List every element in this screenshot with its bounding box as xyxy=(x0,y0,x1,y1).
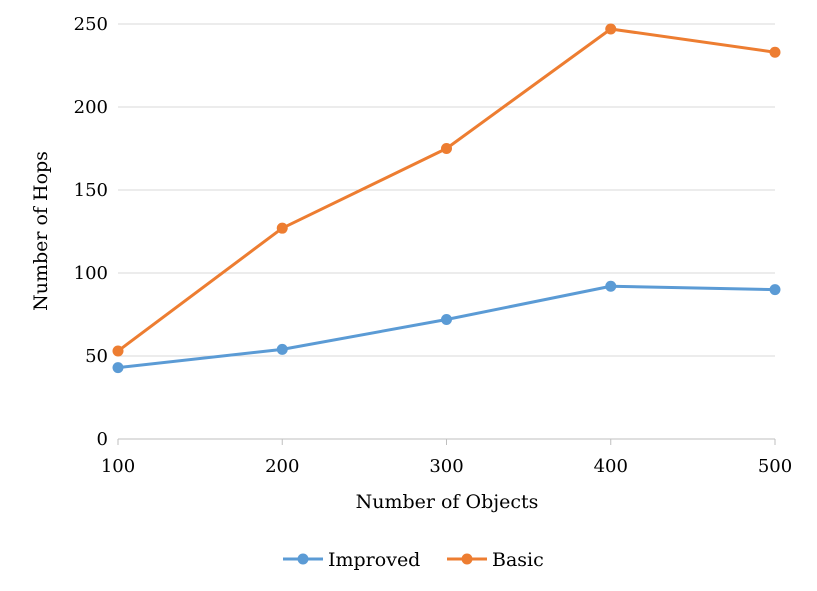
y-tick-label: 150 xyxy=(74,180,108,201)
data-point-improved xyxy=(605,280,617,292)
x-axis-title: Number of Objects xyxy=(356,491,539,513)
legend-label-basic: Basic xyxy=(492,549,544,571)
x-axis xyxy=(117,438,776,445)
y-axis-tick-labels: 0 50 100 150 200 250 xyxy=(74,14,108,450)
data-point-basic xyxy=(769,46,781,58)
x-tick-label: 200 xyxy=(265,456,299,477)
gridlines xyxy=(118,23,775,357)
y-tick-label: 50 xyxy=(85,346,108,367)
x-axis-tick-labels: 100 200 300 400 500 xyxy=(101,456,792,477)
x-tick-label: 400 xyxy=(594,456,628,477)
legend-label-improved: Improved xyxy=(328,549,420,571)
y-tick-label: 0 xyxy=(97,429,108,450)
x-tick-label: 100 xyxy=(101,456,135,477)
y-tick-label: 200 xyxy=(74,97,108,118)
data-point-improved xyxy=(441,313,452,325)
data-point-basic xyxy=(112,345,124,357)
x-tick-label: 500 xyxy=(758,456,792,477)
data-point-basic xyxy=(276,222,288,234)
data-point-improved xyxy=(769,284,781,296)
series-line-improved xyxy=(117,284,776,370)
x-tick-label: 300 xyxy=(429,456,463,477)
legend: Improved Basic xyxy=(283,549,544,571)
y-axis-title: Number of Hops xyxy=(30,151,52,311)
data-point-improved xyxy=(276,343,288,355)
legend-marker-basic xyxy=(461,553,473,565)
data-point-basic xyxy=(441,143,452,154)
series-group xyxy=(112,23,781,374)
y-tick-label: 100 xyxy=(74,263,108,284)
legend-marker-improved xyxy=(297,553,309,565)
data-point-improved xyxy=(112,362,124,374)
data-point-basic xyxy=(605,23,617,35)
y-tick-label: 250 xyxy=(74,14,108,35)
